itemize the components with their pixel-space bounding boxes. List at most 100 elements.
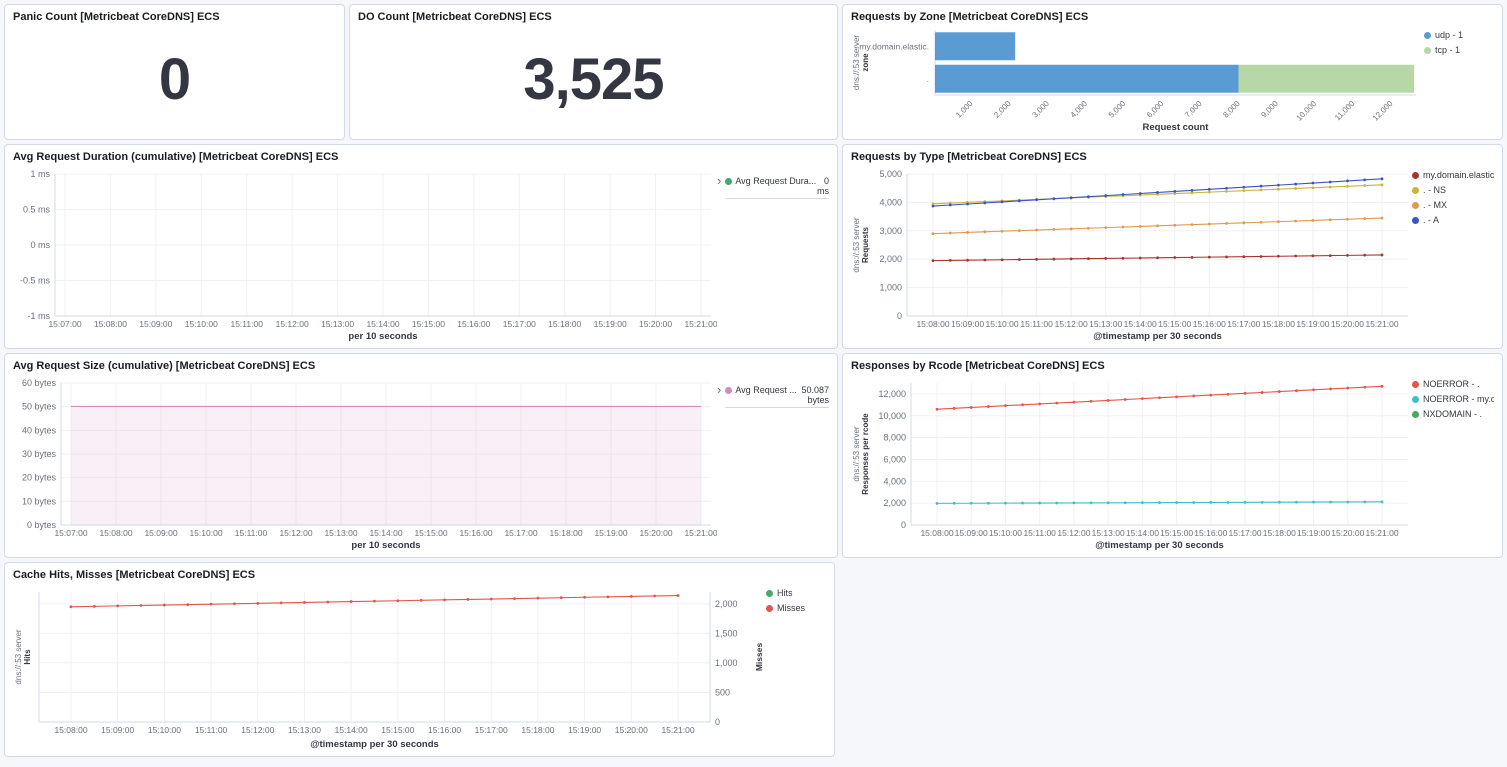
metric-value: 3,525 (523, 47, 664, 112)
svg-text:15:19:00: 15:19:00 (568, 725, 601, 735)
legend-dot (1412, 380, 1419, 388)
chart-canvas: 60 bytes 50 bytes 40 bytes 30 bytes 20 bytes… (22, 378, 717, 551)
svg-text:3,000: 3,000 (879, 226, 902, 236)
svg-text:15:17:00: 15:17:00 (503, 319, 536, 329)
svg-text:15:11:00: 15:11:00 (1023, 528, 1056, 538)
svg-text:15:08:00: 15:08:00 (94, 319, 127, 329)
svg-text:dns://:53 server: dns://:53 server (14, 629, 23, 684)
legend-item[interactable]: Misses (766, 602, 826, 614)
svg-text:15:18:00: 15:18:00 (548, 319, 581, 329)
requests-by-zone-bar-chart[interactable]: 1,000 2,000 3,000 4,000 5,000 6,000 7,000 8,000… (851, 26, 1424, 133)
legend-item[interactable]: NOERROR - my.dom... (1412, 393, 1494, 405)
svg-text:15:13:00: 15:13:00 (324, 528, 357, 538)
legend-unit: ms (725, 186, 829, 199)
svg-text:5,000: 5,000 (1107, 99, 1128, 120)
legend-item[interactable]: Avg Request ... 50.087 (725, 385, 829, 395)
chart-legend: udp - 1 tcp - 1 (1424, 26, 1494, 133)
svg-text:1,000: 1,000 (715, 658, 738, 668)
legend-dot (1412, 186, 1419, 194)
svg-text:15:16:00: 15:16:00 (459, 528, 492, 538)
avg-request-size-area-chart[interactable]: 60 bytes 50 bytes 40 bytes 30 bytes 20 bytes… (13, 375, 717, 551)
svg-text:15:12:00: 15:12:00 (279, 528, 312, 538)
svg-text:@timestamp per 30 seconds: @timestamp per 30 seconds (1095, 540, 1224, 551)
svg-text:4,000: 4,000 (879, 197, 902, 207)
svg-text:15:07:00: 15:07:00 (54, 528, 87, 538)
svg-text:dns://:53 server: dns://:53 server (852, 35, 861, 90)
panel-title: Responses by Rcode [Metricbeat CoreDNS] … (851, 360, 1105, 372)
panel-requests-by-type: Requests by Type [Metricbeat CoreDNS] EC… (842, 144, 1503, 349)
svg-text:4,000: 4,000 (883, 476, 906, 486)
svg-text:15:14:00: 15:14:00 (1124, 319, 1157, 329)
legend-item[interactable]: udp - 1 (1424, 29, 1494, 41)
svg-text:15:08:00: 15:08:00 (916, 319, 949, 329)
svg-text:7,000: 7,000 (1183, 99, 1204, 120)
svg-text:15:21:00: 15:21:00 (684, 528, 717, 538)
legend-item[interactable]: . - NS (1412, 184, 1494, 196)
legend-label: NOERROR - . (1423, 379, 1480, 389)
svg-text:15:10:00: 15:10:00 (189, 528, 222, 538)
panel-requests-by-zone: Requests by Zone [Metricbeat CoreDNS] EC… (842, 4, 1503, 140)
legend-dot (1424, 31, 1431, 39)
svg-text:1,000: 1,000 (879, 283, 902, 293)
svg-text:30 bytes: 30 bytes (22, 449, 57, 459)
svg-text:2,000: 2,000 (992, 99, 1013, 120)
cache-hits-misses-line-chart[interactable]: 0 500 1,000 1,500 2,000 15:08:00 15:09:00 15:10… (13, 584, 766, 750)
legend-label: Avg Request ... (735, 385, 797, 395)
svg-text:15:21:00: 15:21:00 (661, 725, 694, 735)
panel-title: Panic Count [Metricbeat CoreDNS] ECS (13, 11, 220, 23)
svg-text:4,000: 4,000 (1069, 99, 1090, 120)
svg-text:dns://:53 server: dns://:53 server (852, 426, 861, 481)
svg-text:0.5 ms: 0.5 ms (23, 205, 51, 215)
svg-text:1 ms: 1 ms (30, 169, 50, 179)
svg-text:15:20:00: 15:20:00 (615, 725, 648, 735)
legend-label: Misses (777, 603, 806, 613)
legend-label: . - A (1423, 215, 1440, 225)
svg-text:50 bytes: 50 bytes (22, 402, 57, 412)
chart-canvas: 0 1,000 2,000 3,000 4,000 5,000 15:08:00 15:09:… (852, 169, 1408, 342)
requests-by-type-line-chart[interactable]: 0 1,000 2,000 3,000 4,000 5,000 15:08:00 15:09:… (851, 166, 1412, 342)
svg-text:2,000: 2,000 (879, 254, 902, 264)
legend-item[interactable]: NXDOMAIN - . (1412, 408, 1494, 420)
svg-text:15:19:00: 15:19:00 (594, 528, 627, 538)
legend-value: 50.087 (801, 385, 829, 395)
legend-item[interactable]: tcp - 1 (1424, 44, 1494, 56)
svg-text:1,500: 1,500 (715, 628, 738, 638)
svg-text:15:19:00: 15:19:00 (594, 319, 627, 329)
svg-text:Requests: Requests (861, 226, 870, 263)
legend-expand-icon[interactable]: › (717, 173, 722, 188)
svg-text:15:07:00: 15:07:00 (48, 319, 81, 329)
avg-request-duration-line-chart[interactable]: 1 ms 0.5 ms 0 ms -0.5 ms -1 ms 15:07:00 15:08:… (13, 166, 717, 342)
svg-text:60 bytes: 60 bytes (22, 378, 57, 388)
legend-dot (1412, 171, 1419, 179)
legend-expand-icon[interactable]: › (717, 382, 722, 397)
legend-item[interactable]: NOERROR - . (1412, 378, 1494, 390)
legend-label: . - MX (1423, 200, 1447, 210)
svg-text:15:20:00: 15:20:00 (639, 528, 672, 538)
chart-canvas: 0 2,000 4,000 6,000 8,000 10,000 12,000 15:08:0… (852, 383, 1408, 551)
panel-cache-hits-misses: Cache Hits, Misses [Metricbeat CoreDNS] … (4, 562, 835, 757)
svg-text:500: 500 (715, 687, 730, 697)
legend-label: tcp - 1 (1435, 45, 1461, 55)
svg-text:20 bytes: 20 bytes (22, 473, 57, 483)
panel-do-count: DO Count [Metricbeat CoreDNS] ECS 3,525 (349, 4, 838, 140)
legend-item[interactable]: Avg Request Dura... 0 (725, 176, 829, 186)
legend-dot (725, 386, 733, 394)
svg-text:8,000: 8,000 (1221, 99, 1242, 120)
svg-text:15:16:00: 15:16:00 (457, 319, 490, 329)
svg-text:15:15:00: 15:15:00 (1158, 319, 1191, 329)
svg-text:@timestamp per 30 seconds: @timestamp per 30 seconds (1093, 331, 1222, 342)
svg-text:12,000: 12,000 (1371, 99, 1395, 123)
legend-label: Avg Request Dura... (735, 176, 817, 186)
legend-item[interactable]: . - A (1412, 214, 1494, 226)
svg-text:15:08:00: 15:08:00 (920, 528, 953, 538)
svg-text:15:11:00: 15:11:00 (230, 319, 263, 329)
responses-by-rcode-line-chart[interactable]: 0 2,000 4,000 6,000 8,000 10,000 12,000 15:08:0… (851, 375, 1412, 551)
legend-item[interactable]: Hits (766, 587, 826, 599)
legend-item[interactable]: my.domain.elastic. - A (1412, 169, 1494, 181)
svg-text:8,000: 8,000 (883, 433, 906, 443)
panel-responses-by-rcode: Responses by Rcode [Metricbeat CoreDNS] … (842, 353, 1503, 558)
legend-unit: bytes (725, 395, 829, 408)
svg-text:per 10 seconds: per 10 seconds (351, 540, 420, 551)
legend-item[interactable]: . - MX (1412, 199, 1494, 211)
svg-text:15:09:00: 15:09:00 (144, 528, 177, 538)
